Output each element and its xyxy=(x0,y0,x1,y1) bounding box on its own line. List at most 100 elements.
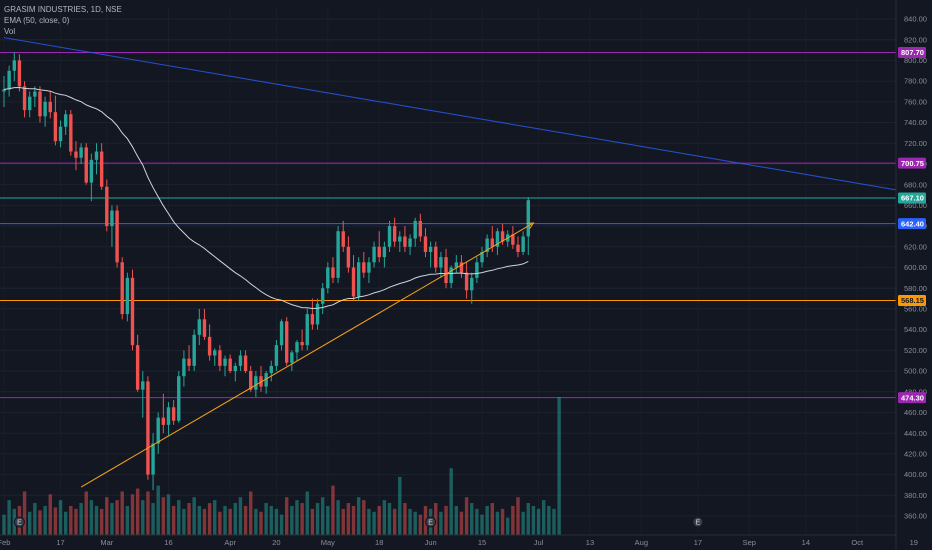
volume-bar xyxy=(135,488,140,535)
candle-body xyxy=(341,231,345,247)
volume-bar xyxy=(115,500,119,535)
time-tick-label: May xyxy=(321,538,335,547)
volume-bar xyxy=(346,503,351,535)
candle-body xyxy=(439,257,443,268)
price-tick-label: 420.00 xyxy=(904,449,927,458)
candle-body xyxy=(285,321,289,363)
candle-body xyxy=(264,373,268,387)
volume-bar xyxy=(413,511,417,535)
volume-bar xyxy=(449,468,453,535)
candle-body xyxy=(403,236,407,247)
candle-body xyxy=(279,321,284,346)
candle-body xyxy=(238,355,243,366)
volume-bar xyxy=(326,505,330,535)
volume-bar xyxy=(439,511,443,535)
volume-bar xyxy=(182,508,186,535)
candle-body xyxy=(392,226,397,242)
candle-body xyxy=(177,376,181,421)
volume-bar xyxy=(480,514,484,535)
candle-body xyxy=(500,231,505,242)
volume-bar xyxy=(403,503,407,535)
price-tick-label: 500.00 xyxy=(904,367,927,376)
volume-bar xyxy=(279,514,284,535)
candle-body xyxy=(105,186,109,227)
volume-bar xyxy=(336,500,340,535)
volume-bar xyxy=(259,511,263,535)
volume-bar xyxy=(197,505,202,535)
earnings-marker-label: E xyxy=(696,520,701,527)
candle-body xyxy=(161,417,166,425)
candle-body xyxy=(63,114,68,127)
price-tick-label: 620.00 xyxy=(904,242,927,251)
candle-body xyxy=(125,277,130,315)
volume-bar xyxy=(341,508,345,535)
candle-body xyxy=(423,236,428,252)
candle-body xyxy=(356,262,361,297)
candle-body xyxy=(115,210,119,263)
price-tick-label: 660.00 xyxy=(904,201,927,210)
volume-bar xyxy=(177,500,181,535)
candle-body xyxy=(274,345,279,366)
volume-bar xyxy=(285,497,289,535)
candle-body xyxy=(259,376,263,387)
volume-bar xyxy=(7,500,11,535)
downtrend-line[interactable] xyxy=(3,37,897,191)
volume-bar xyxy=(264,503,268,535)
candle-body xyxy=(480,251,484,263)
candle-body xyxy=(53,112,58,142)
volume-bar xyxy=(444,505,448,535)
candle-body xyxy=(249,371,253,390)
volume-bar xyxy=(377,505,381,535)
volume-bar xyxy=(254,508,258,535)
candle-body xyxy=(495,231,500,247)
volume-bar xyxy=(84,491,88,535)
candle-body xyxy=(367,262,371,273)
volume-bar xyxy=(475,508,479,535)
candle-body xyxy=(22,86,27,111)
candle-body xyxy=(459,262,464,273)
candle-body xyxy=(151,443,155,475)
time-tick-label: 17 xyxy=(56,538,64,547)
time-axis[interactable]: Feb 17 Mar 16 Apr 20 May 18 Jun 15 Jul 13 Aug 17 Sep 14… xyxy=(0,534,918,547)
candle-body xyxy=(74,151,78,158)
volume-bar xyxy=(315,503,320,535)
price-level-badge xyxy=(898,218,926,230)
candle-body xyxy=(315,303,320,325)
volume-bar xyxy=(156,485,160,535)
price-tick-label: 540.00 xyxy=(904,325,927,334)
time-tick-label: Feb xyxy=(0,538,10,547)
price-axis[interactable]: 360.00 380.00 400.00 420.00 440.00 460.00 480.… xyxy=(895,0,932,550)
price-level-lines[interactable] xyxy=(0,51,896,399)
candle-body xyxy=(171,407,176,421)
candle-body xyxy=(94,151,99,160)
uptrend-line[interactable] xyxy=(80,222,534,488)
candle-body xyxy=(295,342,299,353)
candle-body xyxy=(38,91,42,117)
candle-body xyxy=(418,220,423,237)
earnings-marker-icon[interactable] xyxy=(692,516,704,528)
volume-bar xyxy=(187,503,191,535)
candle-body xyxy=(320,288,325,304)
volume-indicator-label[interactable]: Vol xyxy=(4,27,16,36)
downtrend-line-path[interactable] xyxy=(3,37,897,191)
ema-line-path xyxy=(3,86,529,310)
ema-indicator-label[interactable]: EMA (50, close, 0) xyxy=(4,16,70,25)
earnings-marker-icon[interactable] xyxy=(13,516,25,528)
earnings-marker-icon[interactable] xyxy=(425,516,437,528)
candle-body xyxy=(79,147,83,158)
price-tick-label: 380.00 xyxy=(904,491,927,500)
price-axis-panel[interactable] xyxy=(896,0,932,550)
time-tick-label: 16 xyxy=(164,538,172,547)
candle-body xyxy=(197,319,202,335)
price-tick-label: 820.00 xyxy=(904,35,927,44)
volume-bar xyxy=(464,497,469,535)
candle-body xyxy=(33,91,37,97)
symbol-title[interactable]: GRASIM INDUSTRIES, 1D, NSE xyxy=(4,5,122,14)
volume-bar xyxy=(434,503,438,535)
uptrend-arrow[interactable] xyxy=(80,222,535,488)
volume-bar xyxy=(274,508,279,535)
candle-body xyxy=(12,60,16,71)
volume-bar xyxy=(130,494,135,535)
